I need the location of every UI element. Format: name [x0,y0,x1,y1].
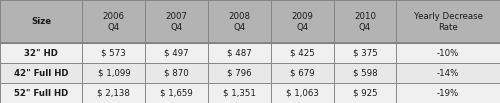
Text: Size: Size [31,17,52,26]
Bar [208,0,270,43]
Text: 52" Full HD: 52" Full HD [14,89,68,98]
Bar [334,83,396,103]
Bar [396,83,500,103]
Text: $ 598: $ 598 [352,69,377,78]
Text: $ 796: $ 796 [227,69,252,78]
Bar [334,43,396,63]
Bar [145,83,208,103]
Text: 42" Full HD: 42" Full HD [14,69,68,78]
Text: -19%: -19% [437,89,460,98]
Text: -14%: -14% [437,69,460,78]
Text: 2009
Q4: 2009 Q4 [291,12,313,32]
Text: $ 925: $ 925 [352,89,377,98]
Bar [145,0,208,43]
Text: $ 375: $ 375 [352,49,378,58]
Text: $ 2,138: $ 2,138 [98,89,130,98]
Text: 2007
Q4: 2007 Q4 [166,12,188,32]
Text: $ 870: $ 870 [164,69,189,78]
Bar [208,83,270,103]
Text: 2010
Q4: 2010 Q4 [354,12,376,32]
Bar [396,63,500,83]
Bar [396,43,500,63]
Bar [396,0,500,43]
Text: $ 1,659: $ 1,659 [160,89,193,98]
Text: -10%: -10% [437,49,460,58]
Text: $ 573: $ 573 [102,49,126,58]
Text: 2006
Q4: 2006 Q4 [103,12,125,32]
Bar [0,0,82,43]
Text: $ 487: $ 487 [227,49,252,58]
Bar [82,0,145,43]
Bar [0,83,82,103]
Text: $ 679: $ 679 [290,69,314,78]
Bar [334,63,396,83]
Text: 2008
Q4: 2008 Q4 [228,12,250,32]
Bar [0,43,82,63]
Bar [145,63,208,83]
Bar [208,63,270,83]
Text: $ 1,351: $ 1,351 [223,89,256,98]
Text: $ 497: $ 497 [164,49,189,58]
Bar [208,43,270,63]
Text: $ 1,063: $ 1,063 [286,89,318,98]
Text: $ 1,099: $ 1,099 [98,69,130,78]
Bar [82,63,145,83]
Text: $ 425: $ 425 [290,49,314,58]
Text: 32" HD: 32" HD [24,49,58,58]
Bar [82,83,145,103]
Bar [270,63,334,83]
Bar [0,63,82,83]
Bar [270,43,334,63]
Bar [270,0,334,43]
Bar [82,43,145,63]
Text: Yearly Decrease
Rate: Yearly Decrease Rate [414,12,482,32]
Bar [334,0,396,43]
Bar [270,83,334,103]
Bar [145,43,208,63]
